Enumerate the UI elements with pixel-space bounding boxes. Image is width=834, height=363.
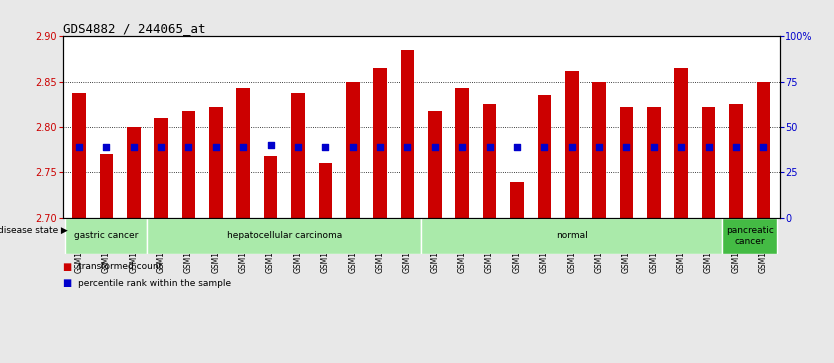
Point (647, 144, 661, 150)
Bar (236, 88, 250, 218)
Bar (510, 182, 524, 218)
Bar (538, 95, 551, 218)
Point (538, 144, 551, 150)
Bar (182, 111, 195, 218)
Point (702, 144, 716, 150)
Bar (722, 218, 777, 254)
Bar (264, 156, 278, 218)
Bar (99, 154, 113, 218)
Text: GDS4882 / 244065_at: GDS4882 / 244065_at (63, 22, 205, 35)
Text: ▶: ▶ (58, 226, 68, 235)
Bar (483, 105, 496, 218)
Bar (65, 218, 148, 254)
Bar (647, 107, 661, 218)
Point (729, 144, 742, 150)
Point (346, 144, 359, 150)
Point (291, 144, 304, 150)
Point (675, 144, 688, 150)
Text: ■: ■ (63, 278, 72, 288)
Text: normal: normal (555, 232, 588, 240)
Bar (154, 118, 168, 218)
Bar (374, 68, 387, 218)
Point (428, 144, 441, 150)
Point (374, 144, 387, 150)
Text: percentile rank within the sample: percentile rank within the sample (78, 279, 231, 287)
Bar (701, 107, 716, 218)
Point (756, 144, 770, 150)
Point (620, 144, 633, 150)
Point (455, 144, 469, 150)
Text: pancreatic
cancer: pancreatic cancer (726, 226, 774, 246)
Bar (421, 218, 722, 254)
Bar (675, 68, 688, 218)
Bar (319, 163, 332, 218)
Point (264, 142, 277, 148)
Point (182, 144, 195, 150)
Text: hepatocellular carcinoma: hepatocellular carcinoma (227, 232, 342, 240)
Bar (428, 111, 442, 218)
Point (483, 144, 496, 150)
Point (237, 144, 250, 150)
Point (510, 144, 524, 150)
Point (127, 144, 140, 150)
Bar (346, 82, 359, 218)
Bar (72, 93, 86, 218)
Point (209, 144, 223, 150)
Bar (400, 50, 414, 218)
Point (154, 144, 168, 150)
Bar (592, 82, 606, 218)
Bar (729, 105, 743, 218)
Text: transformed count: transformed count (78, 262, 162, 271)
Point (100, 144, 113, 150)
Bar (565, 71, 579, 218)
Point (592, 144, 605, 150)
Bar (756, 82, 771, 218)
Text: gastric cancer: gastric cancer (74, 232, 138, 240)
Bar (209, 107, 223, 218)
Point (319, 144, 332, 150)
Text: ■: ■ (63, 262, 72, 272)
Bar (127, 127, 141, 218)
Text: disease state: disease state (0, 226, 58, 235)
Point (565, 144, 579, 150)
Bar (148, 218, 421, 254)
Bar (291, 93, 304, 218)
Bar (620, 107, 633, 218)
Point (401, 144, 414, 150)
Point (73, 144, 86, 150)
Bar (455, 88, 469, 218)
